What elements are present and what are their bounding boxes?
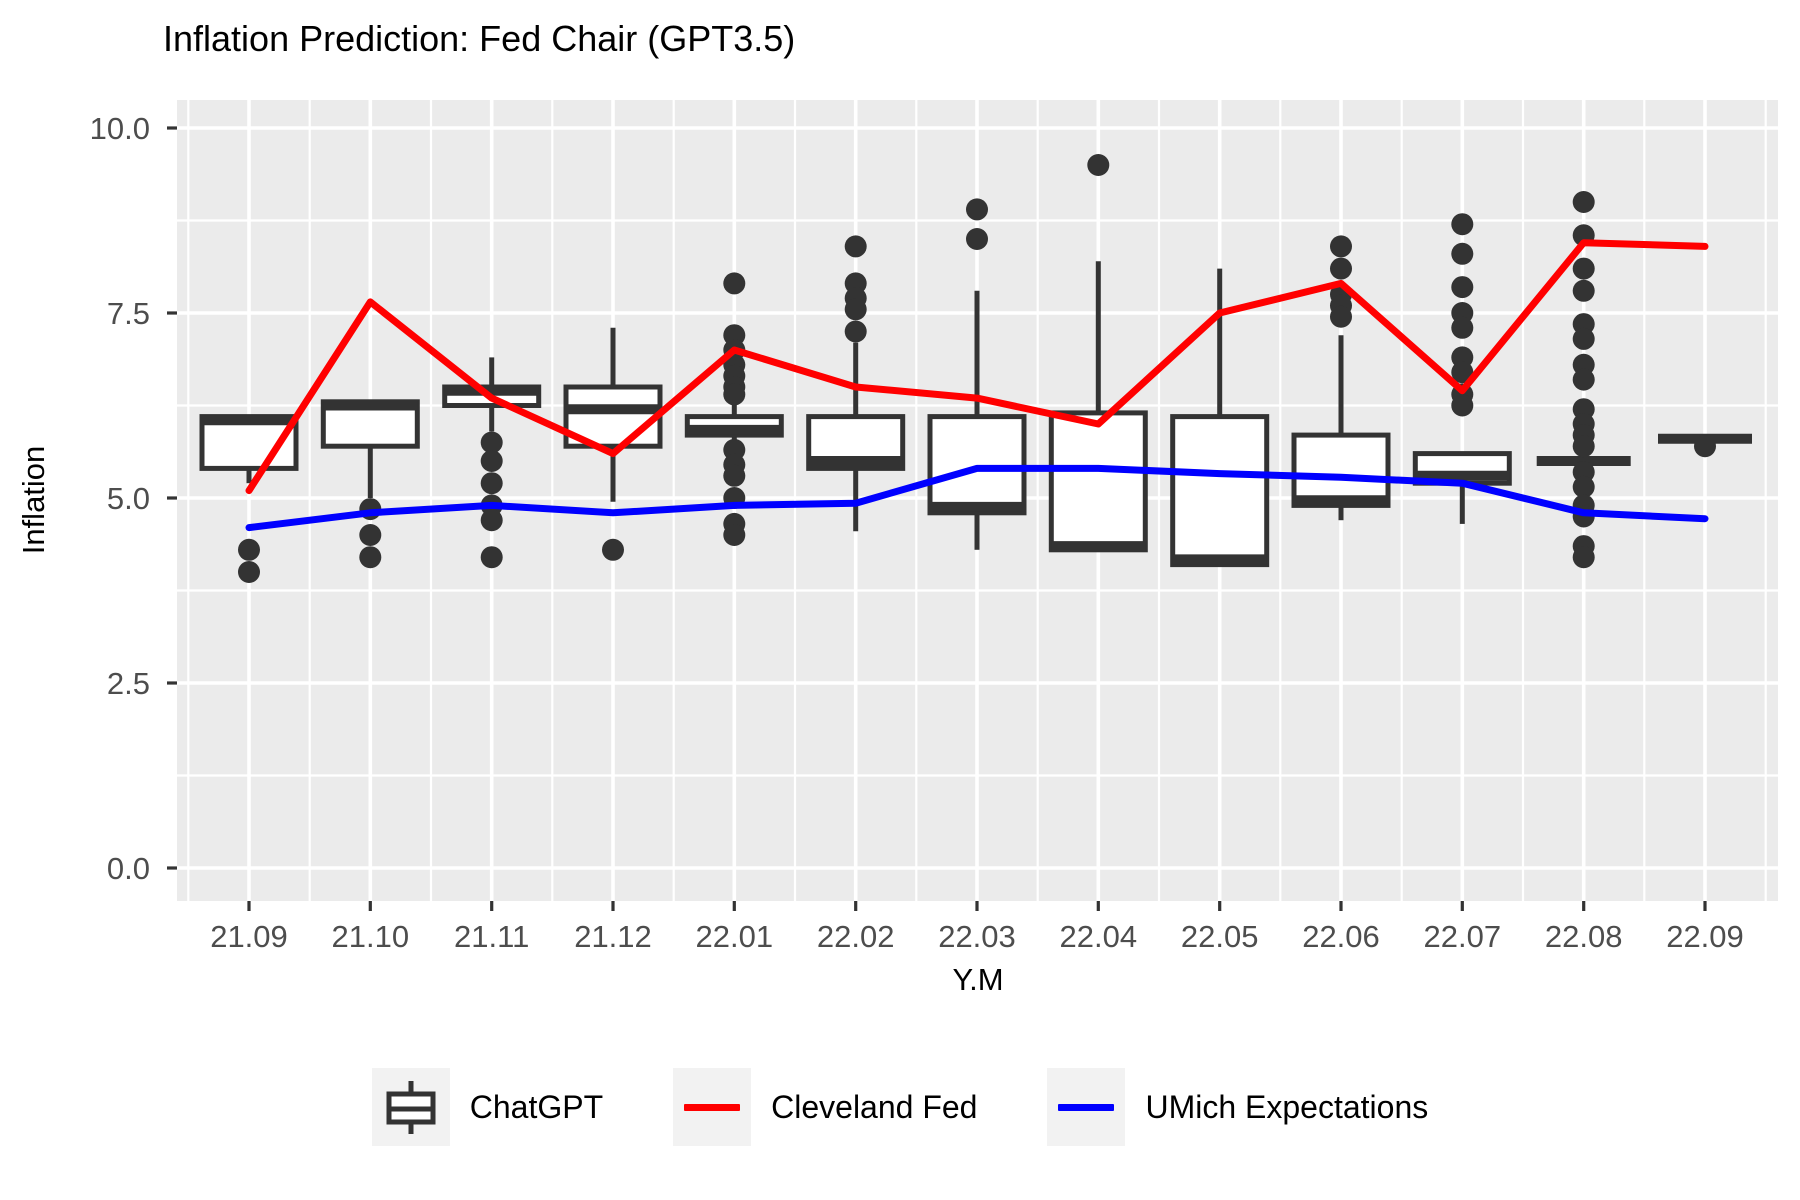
- x-axis-tick-label: 21.12: [574, 919, 652, 954]
- outlier-point: [966, 198, 988, 221]
- outlier-point: [1330, 305, 1352, 328]
- outlier-point: [723, 383, 746, 406]
- outlier-point: [723, 524, 746, 546]
- outlier-point: [1330, 235, 1352, 258]
- legend-label-cleveland-fed: Cleveland Fed: [771, 1088, 978, 1125]
- y-axis-tick-label: 10.0: [90, 111, 150, 146]
- x-axis-tick-label: 22.09: [1666, 919, 1744, 954]
- blue-line-key-icon: [1047, 1068, 1126, 1146]
- outlier-point: [480, 431, 503, 454]
- outlier-point: [1572, 191, 1595, 213]
- outlier-point: [1572, 327, 1595, 350]
- x-axis-title: Y.M: [952, 962, 1004, 997]
- x-axis-tick-label: 22.07: [1424, 919, 1502, 954]
- outlier-point: [1572, 279, 1595, 302]
- x-axis-tick-label: 21.11: [454, 919, 529, 954]
- outlier-point: [480, 450, 503, 472]
- outlier-point: [723, 464, 746, 487]
- outlier-point: [1572, 368, 1595, 391]
- boxplot-22.04: [1048, 154, 1148, 553]
- outlier-point: [359, 546, 382, 569]
- legend-item-umich: UMich Expectations: [1047, 1068, 1428, 1146]
- outlier-point: [1451, 213, 1474, 236]
- boxplot-21.09: [199, 414, 299, 583]
- box: [563, 384, 663, 449]
- outlier-point: [1451, 316, 1474, 339]
- chart-title: Inflation Prediction: Fed Chair (GPT3.5): [163, 18, 796, 59]
- x-axis-tick-label: 21.10: [332, 919, 410, 954]
- boxplot-22.01: [684, 272, 784, 546]
- outlier-point: [723, 272, 746, 295]
- outlier-point: [602, 538, 624, 561]
- y-axis-tick-label: 2.5: [107, 666, 150, 701]
- boxplot-key-icon: [371, 1068, 450, 1146]
- x-axis-tick-label: 22.03: [938, 919, 1016, 954]
- series-line-umich-expectations: [245, 464, 1709, 532]
- outlier-point: [238, 561, 260, 583]
- outlier-point: [1694, 435, 1716, 458]
- x-axis-tick-label: 22.04: [1060, 919, 1138, 954]
- outlier-point: [1572, 475, 1595, 498]
- box: [927, 414, 1027, 516]
- boxplot-22.09: [1658, 433, 1752, 458]
- outlier-point: [1451, 394, 1474, 417]
- outlier-point: [844, 320, 867, 343]
- red-line-key-icon: [673, 1068, 752, 1146]
- x-axis-tick-label: 22.02: [817, 919, 895, 954]
- y-axis-tick-label: 0.0: [107, 851, 150, 886]
- plot-area: 0.0 2.5 5.0 7.5 10.0 21.09 21.10 21.11 21.12 22.0…: [90, 100, 1778, 954]
- outlier-point: [480, 546, 503, 569]
- outlier-point: [1087, 154, 1110, 176]
- boxplot-21.10: [320, 399, 420, 569]
- outlier-point: [359, 524, 382, 546]
- y-axis-tick-label: 5.0: [107, 481, 150, 516]
- outlier-point: [844, 235, 867, 258]
- legend-item-cleveland-fed: Cleveland Fed: [673, 1068, 977, 1146]
- outlier-point: [1572, 257, 1595, 280]
- legend-label-umich: UMich Expectations: [1145, 1088, 1429, 1125]
- legend-label-chatgpt: ChatGPT: [469, 1088, 604, 1125]
- outlier-point: [844, 298, 867, 321]
- outlier-point: [480, 509, 503, 532]
- x-axis-tick-label: 22.01: [696, 919, 774, 954]
- boxplot-21.12: [563, 327, 663, 561]
- boxplot-22.05: [1170, 268, 1270, 568]
- outlier-point: [1572, 546, 1595, 569]
- outlier-point: [966, 228, 988, 250]
- x-axis-tick-label: 22.06: [1302, 919, 1380, 954]
- x-axis-tick-label: 21.09: [210, 919, 288, 954]
- y-axis-tick-label: 7.5: [107, 296, 150, 331]
- outlier-point: [238, 538, 260, 561]
- boxplot-22.02: [806, 235, 906, 532]
- box: [1048, 410, 1148, 553]
- outlier-point: [1451, 242, 1474, 265]
- outlier-point: [1330, 257, 1352, 280]
- boxplot-22.08: [1536, 191, 1631, 569]
- outlier-point: [1451, 276, 1474, 299]
- outlier-point: [480, 472, 503, 495]
- box: [1170, 414, 1270, 568]
- box: [1291, 432, 1391, 508]
- x-axis-tick-label: 22.05: [1181, 919, 1259, 954]
- series-line-cleveland-fed: [245, 239, 1709, 495]
- outlier-point: [1451, 361, 1474, 384]
- legend-item-chatgpt: ChatGPT: [371, 1068, 604, 1146]
- x-axis-tick-label: 22.08: [1545, 919, 1623, 954]
- outlier-point: [1572, 435, 1595, 458]
- legend: ChatGPT Cleveland Fed UMich Expectations: [0, 1068, 1800, 1146]
